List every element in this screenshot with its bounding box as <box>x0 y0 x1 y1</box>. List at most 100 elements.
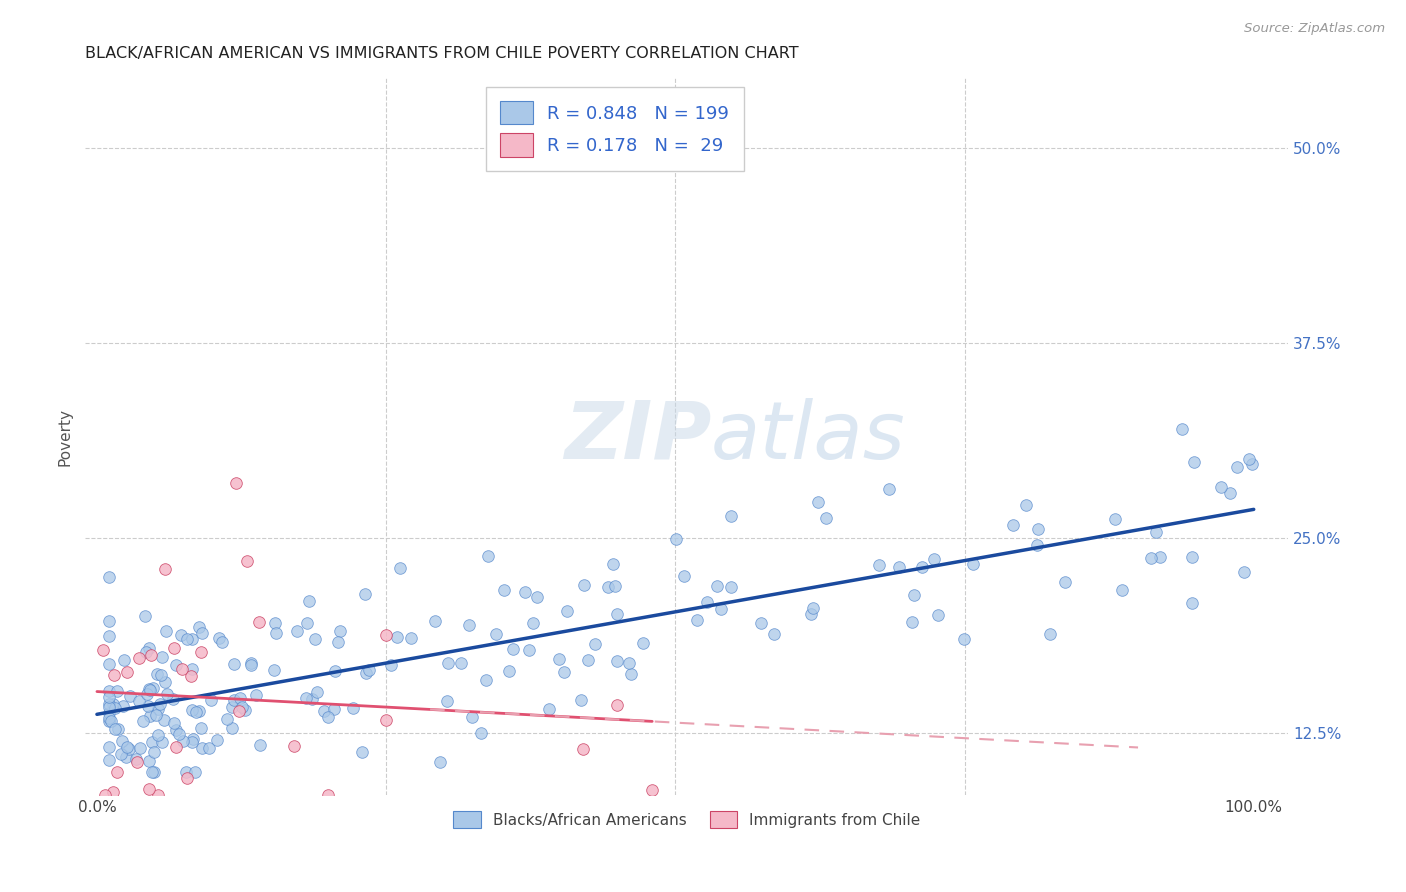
Point <box>245 689 267 703</box>
Point <box>155 624 177 639</box>
Point <box>696 595 718 609</box>
Point <box>156 687 179 701</box>
Point <box>150 667 173 681</box>
Point <box>229 690 252 705</box>
Text: atlas: atlas <box>711 398 905 475</box>
Point <box>125 752 148 766</box>
Point <box>91 643 114 657</box>
Point <box>181 662 204 676</box>
Point <box>304 632 326 646</box>
Point <box>146 789 169 803</box>
Point <box>138 755 160 769</box>
Point <box>97 629 120 643</box>
Point <box>172 662 194 676</box>
Point <box>190 645 212 659</box>
Point <box>423 614 446 628</box>
Point <box>285 624 308 638</box>
Point <box>329 624 352 638</box>
Point <box>513 585 536 599</box>
Point <box>603 579 626 593</box>
Point <box>97 614 120 628</box>
Point <box>620 666 643 681</box>
Point <box>877 483 900 497</box>
Point <box>97 700 120 714</box>
Point <box>205 732 228 747</box>
Point <box>555 604 578 618</box>
Point <box>141 735 163 749</box>
Point <box>153 562 176 576</box>
Point <box>142 681 165 695</box>
Legend: Blacks/African Americans, Immigrants from Chile: Blacks/African Americans, Immigrants fro… <box>447 805 927 834</box>
Point <box>169 726 191 740</box>
Point <box>180 669 202 683</box>
Point <box>316 789 339 803</box>
Point <box>141 764 163 779</box>
Point <box>606 607 628 621</box>
Point <box>152 713 174 727</box>
Point <box>494 583 516 598</box>
Point <box>283 739 305 753</box>
Point <box>105 764 128 779</box>
Point <box>138 640 160 655</box>
Point <box>522 616 544 631</box>
Point <box>135 687 157 701</box>
Point <box>1054 574 1077 589</box>
Point <box>1226 460 1249 475</box>
Point <box>174 764 197 779</box>
Point <box>129 740 152 755</box>
Point <box>295 690 318 705</box>
Point <box>617 657 640 671</box>
Point <box>134 608 156 623</box>
Point <box>101 785 124 799</box>
Point <box>1239 452 1261 467</box>
Point <box>101 698 124 712</box>
Point <box>1219 486 1241 500</box>
Point <box>138 782 160 797</box>
Point <box>176 632 198 647</box>
Point <box>887 560 910 574</box>
Point <box>572 741 595 756</box>
Point <box>225 476 247 491</box>
Point <box>180 632 202 646</box>
Point <box>295 616 318 631</box>
Point <box>901 615 924 629</box>
Point <box>301 692 323 706</box>
Point <box>190 625 212 640</box>
Point <box>184 705 207 719</box>
Point <box>120 690 142 704</box>
Point <box>538 702 561 716</box>
Point <box>1241 457 1264 471</box>
Point <box>211 635 233 649</box>
Point <box>1149 549 1171 564</box>
Point <box>184 764 207 779</box>
Point <box>97 706 120 720</box>
Point <box>236 554 259 568</box>
Point <box>429 755 451 769</box>
Point <box>100 714 122 728</box>
Point <box>221 700 243 714</box>
Point <box>104 701 127 715</box>
Point <box>176 771 198 785</box>
Point <box>641 783 664 797</box>
Point <box>1140 550 1163 565</box>
Point <box>224 693 246 707</box>
Point <box>868 558 890 572</box>
Point <box>477 549 499 563</box>
Point <box>163 715 186 730</box>
Point <box>375 713 398 727</box>
Point <box>401 631 423 645</box>
Point <box>1144 524 1167 539</box>
Point <box>450 656 472 670</box>
Point <box>132 714 155 728</box>
Point <box>814 511 837 525</box>
Point <box>1211 480 1233 494</box>
Point <box>328 635 350 649</box>
Point <box>457 618 479 632</box>
Text: BLACK/AFRICAN AMERICAN VS IMMIGRANTS FROM CHILE POVERTY CORRELATION CHART: BLACK/AFRICAN AMERICAN VS IMMIGRANTS FRO… <box>86 46 799 62</box>
Point <box>927 607 949 622</box>
Point <box>922 552 945 566</box>
Point <box>1233 565 1256 579</box>
Point <box>249 738 271 752</box>
Point <box>1026 522 1049 536</box>
Point <box>1104 512 1126 526</box>
